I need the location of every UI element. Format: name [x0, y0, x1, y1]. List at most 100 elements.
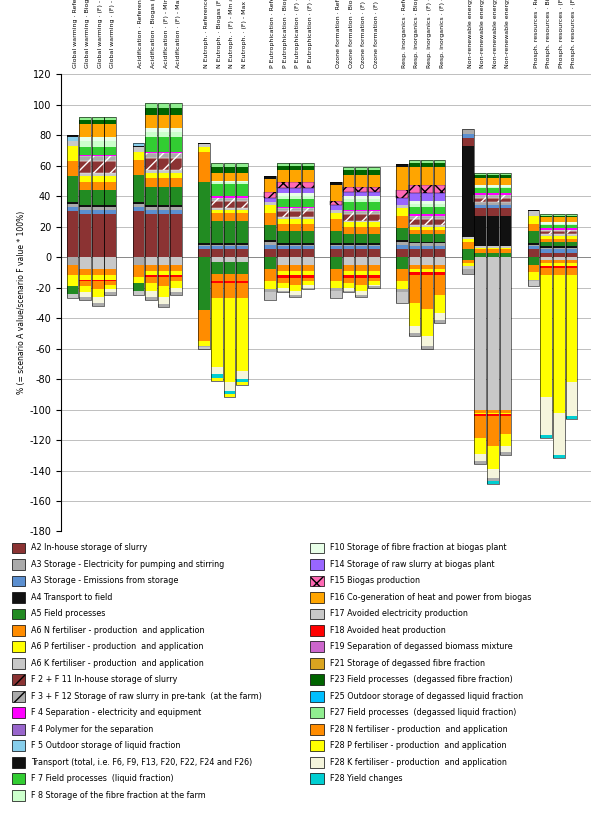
- Bar: [133, 283, 144, 291]
- Bar: [236, 274, 248, 282]
- Bar: [211, 221, 223, 243]
- Bar: [540, 275, 552, 397]
- Bar: [434, 160, 445, 162]
- Bar: [311, 559, 323, 570]
- Bar: [158, 132, 169, 137]
- Bar: [343, 275, 354, 279]
- Bar: [171, 158, 182, 171]
- Bar: [311, 641, 323, 653]
- Bar: [289, 166, 301, 171]
- Bar: [434, 207, 445, 214]
- Bar: [236, 201, 248, 208]
- Bar: [553, 222, 565, 223]
- Bar: [224, 262, 235, 274]
- Bar: [289, 171, 301, 182]
- Bar: [343, 187, 354, 191]
- Bar: [368, 171, 379, 175]
- Bar: [499, 189, 512, 193]
- Bar: [158, 115, 169, 128]
- Bar: [79, 124, 91, 137]
- Bar: [264, 269, 276, 282]
- Bar: [421, 207, 433, 214]
- Bar: [474, 173, 486, 175]
- Bar: [236, 167, 248, 173]
- Bar: [356, 243, 367, 245]
- Bar: [158, 128, 169, 132]
- Text: F 5 Outdoor storage of liquid fraction: F 5 Outdoor storage of liquid fraction: [31, 742, 180, 750]
- Text: F28 K fertiliser - production  and application: F28 K fertiliser - production and applic…: [329, 758, 507, 766]
- Bar: [566, 223, 577, 225]
- Bar: [236, 184, 248, 196]
- Bar: [566, 230, 577, 232]
- Bar: [330, 245, 342, 246]
- Bar: [133, 212, 144, 257]
- Bar: [211, 283, 223, 298]
- Bar: [343, 196, 354, 199]
- Bar: [92, 147, 104, 155]
- Text: F10 Storage of fibre fraction at biogas plant: F10 Storage of fibre fraction at biogas …: [329, 544, 506, 552]
- Bar: [224, 282, 235, 283]
- Text: A2 In-house storage of slurry: A2 In-house storage of slurry: [31, 544, 147, 552]
- Bar: [12, 707, 25, 718]
- Bar: [105, 210, 116, 214]
- Bar: [474, 246, 486, 248]
- Bar: [277, 257, 289, 265]
- Bar: [277, 243, 289, 245]
- Bar: [462, 260, 474, 263]
- Bar: [540, 230, 552, 232]
- Bar: [67, 212, 79, 257]
- Bar: [487, 246, 499, 248]
- Text: F28 Yield changes: F28 Yield changes: [329, 775, 402, 783]
- Bar: [277, 162, 289, 166]
- Bar: [474, 414, 486, 415]
- Bar: [409, 225, 420, 227]
- Bar: [396, 164, 407, 302]
- Bar: [145, 103, 157, 300]
- Bar: [224, 201, 235, 208]
- Bar: [462, 133, 474, 138]
- Bar: [224, 196, 235, 198]
- Bar: [474, 173, 486, 465]
- Bar: [499, 187, 512, 189]
- Bar: [462, 263, 474, 266]
- Bar: [133, 202, 144, 204]
- Bar: [264, 257, 276, 269]
- Bar: [105, 190, 116, 205]
- Bar: [474, 185, 486, 187]
- Bar: [528, 210, 540, 286]
- Bar: [158, 277, 169, 286]
- Bar: [421, 275, 433, 309]
- Bar: [145, 108, 157, 115]
- Bar: [67, 265, 79, 275]
- Bar: [224, 283, 235, 298]
- Bar: [474, 193, 486, 194]
- Bar: [158, 103, 169, 108]
- Bar: [105, 182, 116, 190]
- Bar: [158, 153, 169, 158]
- Bar: [264, 176, 276, 180]
- Bar: [421, 242, 433, 243]
- Bar: [264, 289, 276, 293]
- Bar: [224, 184, 235, 196]
- Bar: [566, 234, 577, 236]
- Bar: [211, 274, 223, 282]
- Bar: [302, 162, 314, 289]
- Bar: [421, 225, 433, 227]
- Text: F18 Avoided heat production: F18 Avoided heat production: [329, 626, 445, 634]
- Bar: [330, 250, 342, 257]
- Bar: [396, 167, 407, 190]
- Bar: [211, 374, 223, 377]
- Bar: [396, 245, 407, 250]
- Bar: [487, 194, 499, 198]
- Bar: [553, 223, 565, 225]
- Bar: [343, 243, 354, 245]
- Bar: [171, 288, 182, 293]
- Bar: [462, 269, 474, 274]
- Bar: [528, 246, 540, 250]
- Text: F 4 Separation - electricity and equipment: F 4 Separation - electricity and equipme…: [31, 709, 202, 717]
- Text: F 8 Storage of the fibre fraction at the farm: F 8 Storage of the fibre fraction at the…: [31, 791, 206, 799]
- Bar: [462, 239, 474, 242]
- Bar: [421, 167, 433, 185]
- Bar: [67, 257, 79, 265]
- Bar: [474, 461, 486, 465]
